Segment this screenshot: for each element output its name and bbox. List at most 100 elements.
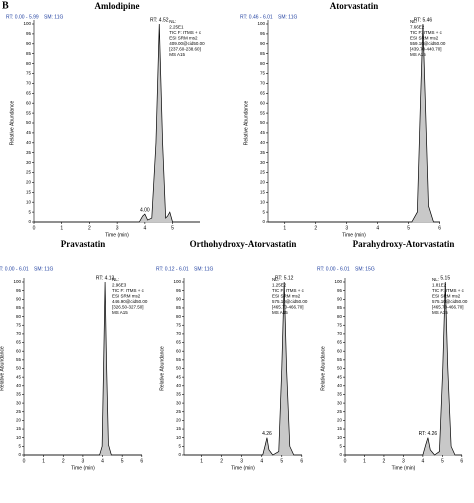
y-tick-label: 80 [16, 314, 22, 319]
x-tick-label: 1 [60, 225, 63, 231]
y-axis-label: Relative Abundance [159, 346, 165, 391]
y-tick-label: 10 [16, 435, 22, 440]
y-tick-label: 70 [26, 81, 32, 86]
y-tick-label: 10 [260, 199, 266, 204]
x-tick-label: 3 [116, 225, 119, 231]
x-tick-label: 4 [143, 225, 146, 231]
peak-label: 5.15 [440, 275, 450, 281]
y-tick-label: 95 [176, 288, 182, 293]
y-axis-label: Relative Abundance [0, 346, 5, 391]
info-line: 7.66E2 [410, 25, 425, 30]
y-tick-label: 45 [26, 130, 32, 135]
info-line: ESI SRM ms2 [112, 294, 141, 299]
y-tick-label: 40 [260, 140, 266, 145]
y-tick-label: 90 [176, 296, 182, 301]
info-line: 1.25E2 [272, 283, 287, 288]
y-tick-label: 75 [176, 322, 182, 327]
x-axis-label: Time (min) [231, 465, 255, 471]
info-line: ESI SRM ms2 [272, 294, 301, 299]
chart-title: Amlodipine [94, 1, 139, 11]
x-tick-label: 2 [383, 458, 386, 464]
y-tick-label: 50 [16, 366, 22, 371]
y-tick-label: 55 [176, 357, 182, 362]
info-line: 2.96E3 [112, 283, 127, 288]
y-tick-label: 55 [337, 357, 343, 362]
y-tick-label: 90 [337, 296, 343, 301]
x-tick-label: 0 [344, 458, 347, 464]
x-tick-label: 0 [33, 225, 36, 231]
y-tick-label: 60 [337, 348, 343, 353]
chromatogram-line [184, 281, 302, 456]
chromatogram-line [24, 281, 142, 456]
x-tick-label: 5 [441, 458, 444, 464]
y-tick-label: 100 [257, 21, 265, 26]
y-tick-label: 50 [260, 120, 266, 125]
range-label: RT: 0.46 - 6.01 [240, 14, 273, 20]
chart-title: Pravastatin [61, 239, 106, 249]
y-tick-label: 40 [176, 383, 182, 388]
y-tick-label: 95 [16, 288, 22, 293]
y-tick-label: 5 [28, 209, 31, 214]
y-tick-label: 95 [26, 31, 32, 36]
info-line: NL: [432, 277, 439, 282]
peak-area [345, 282, 462, 455]
info-line: NL: [112, 277, 119, 282]
y-tick-label: 45 [16, 374, 22, 379]
info-line: MS A15 [432, 310, 448, 315]
y-tick-label: 45 [260, 130, 266, 135]
y-axis-label: Relative Abundance [243, 101, 249, 146]
y-tick-label: 5 [339, 444, 342, 449]
y-tick-label: 20 [26, 180, 32, 185]
y-tick-label: 15 [26, 189, 32, 194]
range-label: RT: 0.00 - 6.01 [317, 266, 350, 272]
peak-area [34, 24, 200, 222]
y-tick-label: 70 [16, 331, 22, 336]
y-tick-label: 65 [337, 340, 343, 345]
peak-label: 4.00 [140, 207, 150, 213]
y-tick-label: 10 [337, 435, 343, 440]
y-tick-label: 90 [16, 296, 22, 301]
y-tick-label: 80 [26, 61, 32, 66]
chromatogram-line [34, 23, 200, 223]
y-tick-label: 65 [260, 90, 266, 95]
x-tick-label: 5 [121, 458, 124, 464]
info-line: [465.70-466.70] [272, 305, 304, 310]
y-tick-label: 80 [176, 314, 182, 319]
peak-label: RT: 4.13 [96, 275, 115, 281]
y-tick-label: 85 [26, 51, 32, 56]
x-tick-label: 6 [300, 458, 303, 464]
y-tick-label: 15 [16, 426, 22, 431]
y-tick-label: 20 [176, 418, 182, 423]
x-tick-label: 6 [460, 458, 463, 464]
chromatogram-line [345, 281, 462, 456]
y-tick-label: 40 [16, 383, 22, 388]
y-tick-label: 15 [337, 426, 343, 431]
y-tick-label: 60 [176, 348, 182, 353]
info-line: 409.00@cid50.00 [169, 41, 205, 46]
info-line: MS A15 [410, 52, 426, 57]
y-tick-label: 0 [339, 452, 342, 457]
y-tick-label: 55 [16, 357, 22, 362]
x-tick-label: 4 [421, 458, 424, 464]
info-line: MS A15 [272, 310, 288, 315]
y-tick-label: 20 [16, 418, 22, 423]
chart-title: Parahydroxy-Atorvastatin [353, 239, 455, 249]
y-tick-label: 55 [260, 110, 266, 115]
info-line: [237.60-238.60] [169, 47, 201, 52]
y-tick-label: 15 [260, 189, 266, 194]
y-axis-label: Relative Abundance [9, 101, 15, 146]
range-label: RT: 0.12 - 6.01 [156, 266, 189, 272]
y-tick-label: 10 [26, 199, 32, 204]
range-label: RT: 0.00 - 6.01 [0, 266, 29, 272]
peak-label: RT: 5.46 [414, 17, 433, 23]
y-tick-label: 75 [260, 71, 266, 76]
y-tick-label: 45 [176, 374, 182, 379]
x-tick-label: 2 [62, 458, 65, 464]
info-line: ESI SRM ms2 [432, 294, 461, 299]
x-tick-label: 2 [220, 458, 223, 464]
y-tick-label: 85 [16, 305, 22, 310]
y-tick-label: 25 [260, 170, 266, 175]
info-line: 2.25E1 [169, 25, 184, 30]
info-line: 559.10@cid50.00 [410, 41, 446, 46]
peak-label: RT: 5.12 [275, 275, 294, 281]
